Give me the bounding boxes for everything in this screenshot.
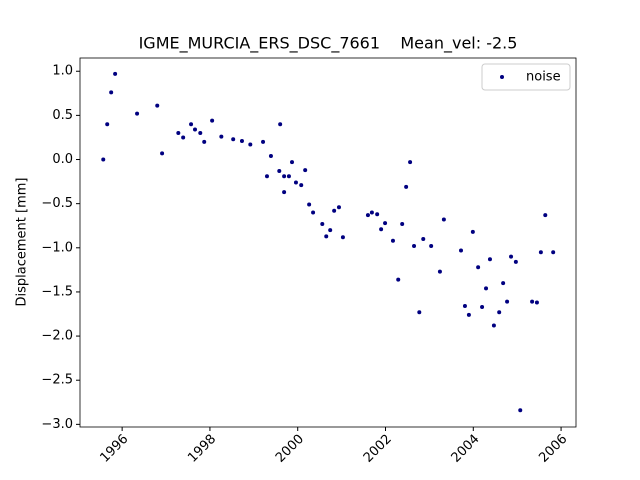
point xyxy=(530,299,535,304)
point xyxy=(509,254,514,259)
point xyxy=(466,312,471,317)
point xyxy=(487,257,492,262)
point xyxy=(491,323,496,328)
point xyxy=(543,213,548,218)
x-tick-label: 2002 xyxy=(361,432,395,466)
point xyxy=(219,134,224,139)
point xyxy=(340,235,345,240)
point xyxy=(198,131,203,136)
point xyxy=(484,286,489,291)
point xyxy=(538,250,543,255)
point xyxy=(412,244,417,249)
legend-marker xyxy=(500,75,504,79)
y-tick-label: −1.0 xyxy=(41,240,73,255)
point xyxy=(290,160,295,165)
point xyxy=(379,227,384,232)
point xyxy=(408,160,413,165)
y-tick-label: 0.5 xyxy=(52,108,73,123)
point xyxy=(328,228,333,233)
point xyxy=(299,183,304,188)
plot-frame xyxy=(79,57,577,428)
point xyxy=(429,244,434,249)
legend-label: noise xyxy=(526,70,561,85)
y-axis-label: Displacement [mm] xyxy=(15,178,30,307)
y-tick-label: −3.0 xyxy=(41,417,73,432)
point xyxy=(135,111,140,116)
point xyxy=(189,122,194,127)
point xyxy=(534,300,539,305)
point xyxy=(396,277,401,282)
point xyxy=(155,103,160,108)
x-tick-label: 1998 xyxy=(185,432,219,466)
point xyxy=(383,221,388,226)
point xyxy=(324,234,329,239)
point xyxy=(501,281,506,286)
point xyxy=(264,174,269,179)
point xyxy=(336,205,341,210)
point xyxy=(320,221,325,226)
point xyxy=(193,127,198,132)
legend-box xyxy=(481,63,571,91)
y-tick-label: 0.0 xyxy=(52,152,73,167)
point xyxy=(437,269,442,274)
point xyxy=(497,310,502,315)
y-tick-label: −1.5 xyxy=(41,284,73,299)
point xyxy=(421,236,426,241)
point xyxy=(210,118,215,123)
y-tick-label: 1.0 xyxy=(52,64,73,79)
point xyxy=(303,168,308,173)
point xyxy=(248,142,253,147)
point xyxy=(202,139,207,144)
y-tick-label: −2.0 xyxy=(41,329,73,344)
point xyxy=(286,174,291,179)
point xyxy=(278,122,283,127)
point xyxy=(105,122,110,127)
point xyxy=(513,259,518,264)
x-tick-label: 2006 xyxy=(536,432,570,466)
point xyxy=(101,157,106,162)
point xyxy=(518,408,523,413)
point xyxy=(375,212,380,217)
point xyxy=(293,180,298,185)
point xyxy=(268,153,273,158)
point xyxy=(458,248,463,253)
point xyxy=(261,139,266,144)
x-tick-label: 2000 xyxy=(273,432,307,466)
point xyxy=(390,238,395,243)
y-tick-label: −2.5 xyxy=(41,373,73,388)
point xyxy=(462,304,467,309)
point xyxy=(441,217,446,222)
point xyxy=(277,168,282,173)
point xyxy=(231,137,236,142)
point xyxy=(311,210,316,215)
point xyxy=(400,221,405,226)
y-tick-label: −0.5 xyxy=(41,196,73,211)
x-tick-label: 2004 xyxy=(449,432,483,466)
point xyxy=(505,299,510,304)
x-tick-label: 1996 xyxy=(97,432,131,466)
point xyxy=(332,208,337,213)
point xyxy=(282,190,287,195)
point xyxy=(239,138,244,143)
point xyxy=(417,310,422,315)
point xyxy=(470,229,475,234)
point xyxy=(480,304,485,309)
point xyxy=(551,250,556,255)
point xyxy=(404,184,409,189)
point xyxy=(307,202,312,207)
point xyxy=(181,135,186,140)
point xyxy=(176,131,181,136)
point xyxy=(476,265,481,270)
chart-title: IGME_MURCIA_ERS_DSC_7661 Mean_vel: -2.5 xyxy=(139,34,518,54)
point xyxy=(160,151,165,156)
point xyxy=(282,174,287,179)
point xyxy=(109,90,114,95)
point xyxy=(365,213,370,218)
point xyxy=(369,210,374,215)
point xyxy=(113,71,118,76)
